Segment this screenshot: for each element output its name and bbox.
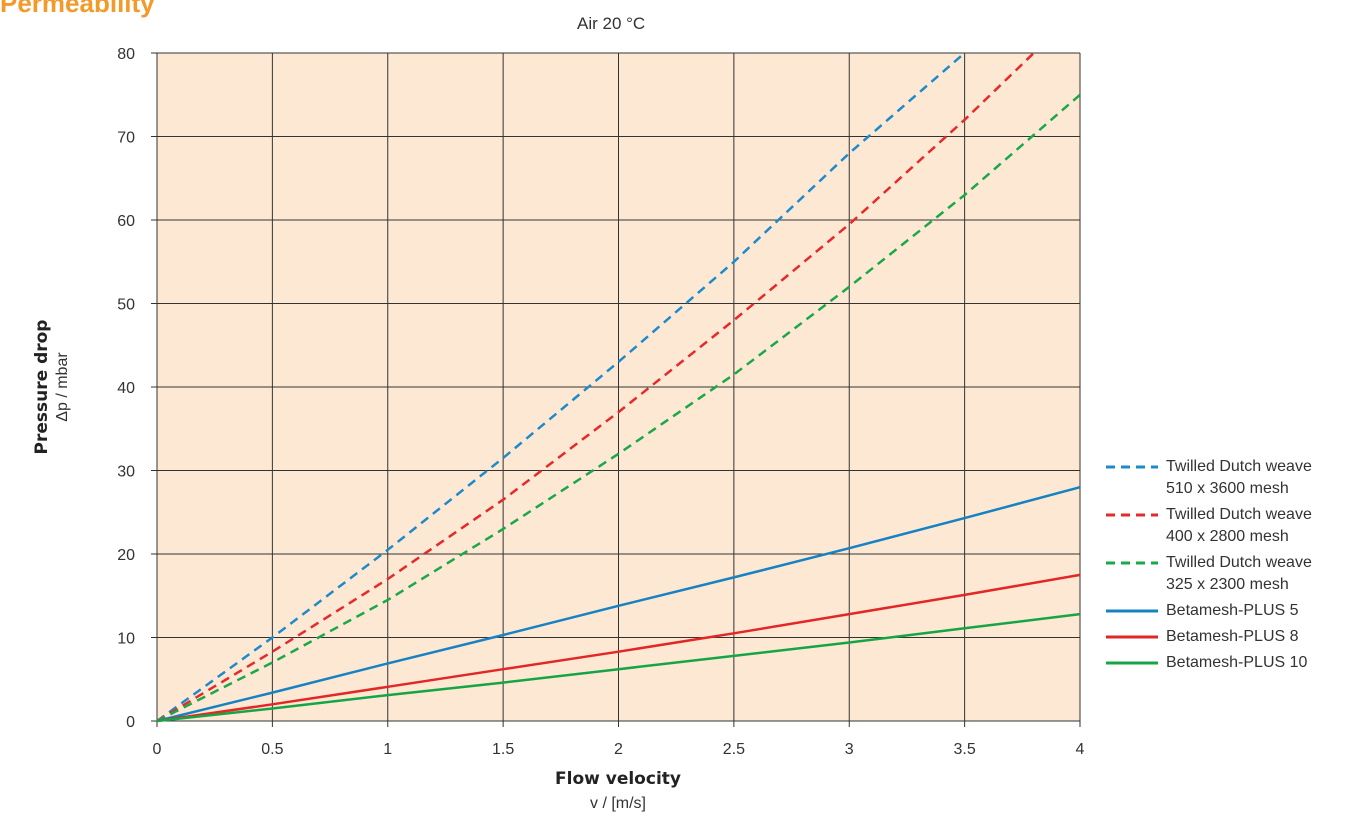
x-axis-label: Flow velocity <box>555 769 681 789</box>
y-tick-label: 30 <box>117 464 135 481</box>
legend: Twilled Dutch weave 510 x 3600 mesh Twill… <box>1104 456 1344 678</box>
y-tick-label: 50 <box>117 297 135 314</box>
x-tick-label: 0.5 <box>261 741 283 758</box>
series-line-5 <box>156 573 1081 723</box>
legend-item-6: Betamesh-PLUS 10 <box>1104 652 1344 674</box>
x-tick-label: 2.5 <box>723 741 745 758</box>
series-line-3 <box>156 93 1081 723</box>
legend-label: Twilled Dutch weave 400 x 2800 mesh <box>1166 506 1312 545</box>
legend-label: Betamesh-PLUS 5 <box>1166 602 1299 619</box>
y-tick-label: 20 <box>117 547 135 564</box>
legend-label: Betamesh-PLUS 8 <box>1166 628 1299 645</box>
legend-label: Twilled Dutch weave 325 x 2300 mesh <box>1166 554 1312 593</box>
legend-item-3: Twilled Dutch weave 325 x 2300 mesh <box>1104 552 1344 596</box>
legend-swatch <box>1106 661 1158 665</box>
series-line-2 <box>156 52 1035 723</box>
y-tick-label: 0 <box>126 714 135 731</box>
grid <box>151 52 1081 727</box>
legend-swatch <box>1106 635 1158 639</box>
y-tick-label: 40 <box>117 380 135 397</box>
series-layer <box>156 52 1081 723</box>
legend-label: Betamesh-PLUS 10 <box>1166 654 1308 671</box>
series-line-6 <box>156 612 1081 723</box>
legend-item-4: Betamesh-PLUS 5 <box>1104 600 1344 622</box>
series-line-1 <box>156 52 966 723</box>
x-tick-label: 3 <box>845 741 854 758</box>
legend-swatch <box>1106 609 1158 613</box>
y-axis-label: Pressure drop <box>32 320 52 455</box>
y-tick-label: 70 <box>117 130 135 147</box>
y-tick-label: 60 <box>117 213 135 230</box>
chart-subtitle: Air 20 °C <box>577 14 646 33</box>
legend-swatch <box>1106 513 1158 517</box>
x-axis-unit: v / [m/s] <box>590 795 646 812</box>
y-tick-label: 80 <box>117 46 135 63</box>
legend-item-2: Twilled Dutch weave 400 x 2800 mesh <box>1104 504 1344 548</box>
x-tick-label: 3.5 <box>954 741 976 758</box>
series-line-4 <box>156 485 1081 723</box>
legend-label: Twilled Dutch weave 510 x 3600 mesh <box>1166 458 1312 497</box>
legend-swatch <box>1106 561 1158 565</box>
legend-swatch <box>1106 465 1158 469</box>
y-tick-label: 10 <box>117 631 135 648</box>
legend-item-5: Betamesh-PLUS 8 <box>1104 626 1344 648</box>
x-tick-label: 2 <box>614 741 623 758</box>
x-tick-label: 1.5 <box>492 741 514 758</box>
x-tick-label: 0 <box>153 741 162 758</box>
legend-item-1: Twilled Dutch weave 510 x 3600 mesh <box>1104 456 1344 500</box>
y-axis-unit: Δp / mbar <box>54 352 71 422</box>
x-tick-label: 1 <box>383 741 392 758</box>
x-tick-label: 4 <box>1076 741 1085 758</box>
chart-title: Permeability <box>0 0 155 18</box>
